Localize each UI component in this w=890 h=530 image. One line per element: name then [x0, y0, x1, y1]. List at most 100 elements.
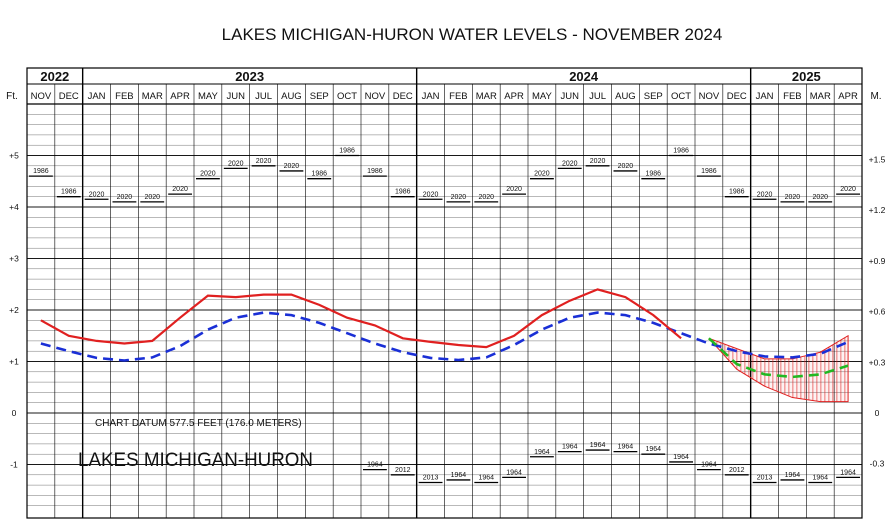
record-low-year-label: 1964 [451, 472, 467, 479]
month-label: MAY [532, 91, 553, 102]
record-high-year-label: 2020 [812, 194, 828, 201]
record-high-year-label: 2020 [256, 158, 272, 165]
year-label: 2024 [569, 69, 599, 84]
m-tick-label: 0 [875, 408, 880, 418]
record-low-year-label: 2012 [729, 467, 745, 474]
record-high-year-label: 2020 [562, 160, 578, 167]
record-high-year-label: 2020 [757, 191, 773, 198]
chart-datum-note: CHART DATUM 577.5 FEET (176.0 METERS) [95, 418, 302, 429]
ft-tick-label: +1 [9, 357, 19, 367]
record-high-year-label: 2020 [89, 191, 105, 198]
year-label: 2023 [235, 69, 264, 84]
month-label: MAY [198, 91, 219, 102]
year-label: 2025 [792, 69, 821, 84]
record-low-year-label: 1964 [701, 462, 717, 469]
record-high-year-label: 1986 [311, 171, 327, 178]
chart-title: LAKES MICHIGAN-HURON WATER LEVELS - NOVE… [222, 25, 723, 44]
chart-frame [26, 67, 863, 519]
month-label: AUG [615, 91, 636, 102]
record-high-year-label: 2020 [840, 186, 856, 193]
month-label: APR [838, 91, 858, 102]
record-low-year-label: 1964 [534, 449, 550, 456]
record-high-year-label: 1986 [645, 171, 661, 178]
record-low-year-label: 1964 [367, 462, 383, 469]
record-high-year-label: 2020 [423, 191, 439, 198]
month-label: JAN [88, 91, 106, 102]
month-label: MAR [476, 91, 497, 102]
year-label: 2022 [40, 69, 69, 84]
record-high-year-label: 2020 [117, 194, 133, 201]
month-label: NOV [699, 91, 720, 102]
month-label: DEC [727, 91, 747, 102]
m-tick-label: -0.3 [870, 459, 885, 469]
record-high-year-label: 1986 [673, 148, 689, 155]
month-label: MAR [810, 91, 831, 102]
record-high-year-label: 2020 [785, 194, 801, 201]
record-high-year-label: 2020 [451, 194, 467, 201]
record-low-year-label: 1964 [618, 444, 634, 451]
month-label: FEB [449, 91, 467, 102]
month-label: NOV [365, 91, 386, 102]
record-low-year-label: 1964 [840, 469, 856, 476]
left-axis-unit: Ft. [6, 91, 18, 102]
lake-name-label: LAKES MICHIGAN-HURON [78, 450, 313, 471]
month-label: FEB [115, 91, 133, 102]
month-label: DEC [393, 91, 413, 102]
record-low-year-label: 1964 [673, 454, 689, 461]
month-label: JUN [227, 91, 246, 102]
record-low-year-label: 1964 [478, 475, 494, 482]
chart-border [26, 67, 863, 519]
record-low-year-label: 2013 [757, 475, 773, 482]
month-label: SEP [310, 91, 329, 102]
record-high-year-label: 1986 [367, 168, 383, 175]
ft-tick-label: 0 [12, 408, 17, 418]
longterm-average-line [40, 311, 849, 362]
record-high-year-label: 1986 [701, 168, 717, 175]
record-high-year-label: 1986 [395, 189, 411, 196]
month-label: JAN [422, 91, 440, 102]
record-low-year-label: 1964 [812, 475, 828, 482]
axis-labels: Ft. M. +5 +4 +3 +2 +1 0 -1 +1.5 +1.2 +0.9 +0.6 +0.3… [6, 91, 885, 470]
recorded-level-line [40, 288, 682, 349]
m-tick-label: +1.2 [869, 205, 886, 215]
month-label: DEC [59, 91, 79, 102]
month-label: SEP [644, 91, 663, 102]
record-low-year-label: 1964 [506, 469, 522, 476]
record-high-year-label: 2020 [284, 163, 300, 170]
month-label: FEB [783, 91, 801, 102]
ft-tick-label: +3 [9, 254, 19, 264]
month-label: JUL [255, 91, 272, 102]
record-high-year-label: 1986 [339, 148, 355, 155]
month-label: APR [170, 91, 190, 102]
record-low-year-label: 1964 [590, 442, 606, 449]
record-high-year-label: 1986 [729, 189, 745, 196]
month-label: NOV [31, 91, 52, 102]
record-low-year-label: 2012 [395, 467, 411, 474]
record-high-year-label: 1986 [61, 189, 77, 196]
record-high-year-label: 2020 [144, 194, 160, 201]
m-tick-label: +0.3 [869, 357, 886, 367]
record-high-year-label: 2020 [618, 163, 634, 170]
month-label: JUN [561, 91, 580, 102]
month-label: JUL [589, 91, 606, 102]
record-markers: 1986 1986 2020 2020 2020 2020 2020 2020 2020 2020… [29, 148, 860, 484]
month-label: AUG [281, 91, 302, 102]
month-label: OCT [337, 91, 357, 102]
m-tick-label: +0.9 [869, 256, 886, 266]
month-label: MAR [142, 91, 163, 102]
month-label: APR [504, 91, 524, 102]
ft-tick-label: +2 [9, 305, 19, 315]
m-tick-label: +0.6 [869, 307, 886, 317]
record-high-year-label: 2020 [228, 160, 244, 167]
month-label: OCT [671, 91, 691, 102]
record-low-year-label: 2013 [423, 475, 439, 482]
record-high-year-label: 2020 [478, 194, 494, 201]
right-axis-unit: M. [870, 91, 881, 102]
ft-tick-label: -1 [10, 460, 18, 470]
record-high-year-label: 1986 [33, 168, 49, 175]
ft-tick-label: +4 [9, 202, 19, 212]
m-tick-label: +1.5 [869, 155, 886, 165]
year-month-header: 2022 2023 2024 2025 NOV DEC JAN FEB MAR APR MAY JUN… [31, 69, 858, 102]
grid-lines [26, 84, 863, 518]
